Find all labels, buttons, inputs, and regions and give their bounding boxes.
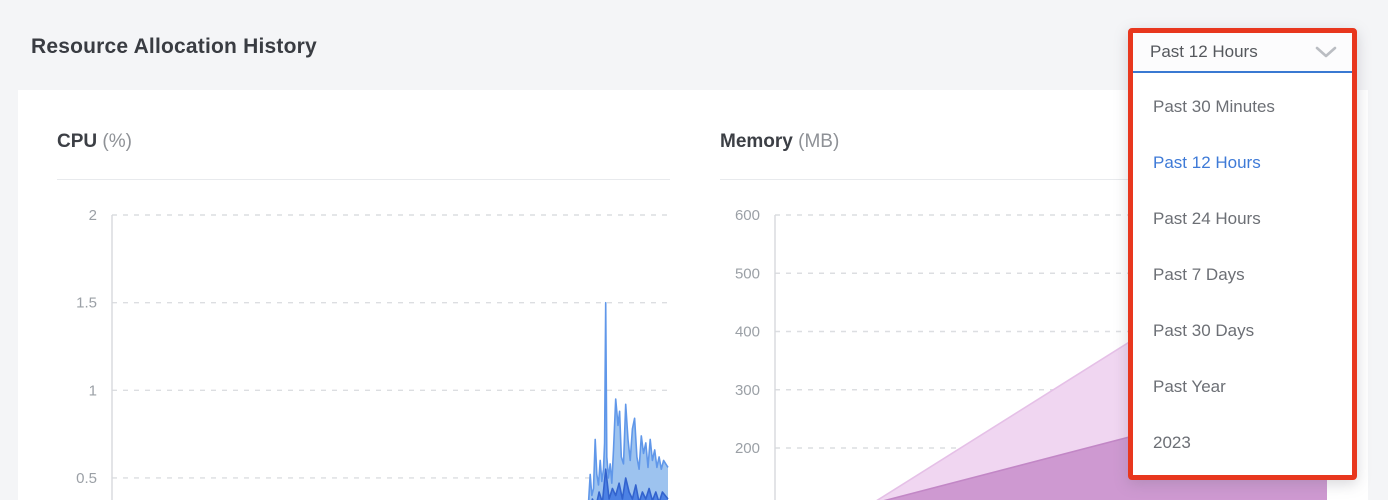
option-past-12-hours[interactable]: Past 12 Hours (1153, 153, 1261, 172)
cpu-usage-secondary-area (592, 469, 668, 500)
y-tick-label: 0.5 (76, 470, 97, 487)
cpu-title-divider (57, 179, 670, 180)
y-tick-label: 600 (735, 207, 760, 224)
time-range-selected-value: Past 12 Hours (1150, 42, 1258, 61)
option-past-30-days[interactable]: Past 30 Days (1153, 321, 1255, 340)
time-range-dropdown-trigger[interactable]: Past 12 Hours (1133, 33, 1352, 73)
y-tick-label: 1 (89, 382, 97, 399)
memory-title-divider (720, 179, 1332, 180)
memory-chart-unit: (MB) (798, 131, 840, 152)
memory-chart-title: Memory (MB) (720, 131, 839, 153)
option-past-24-hours[interactable]: Past 24 Hours (1153, 209, 1261, 228)
cpu-chart-name: CPU (57, 131, 98, 152)
chevron-down-icon[interactable] (1314, 45, 1338, 59)
y-tick-label: 200 (735, 440, 760, 457)
y-tick-label: 500 (735, 265, 760, 282)
option-past-30-minutes[interactable]: Past 30 Minutes (1153, 97, 1275, 116)
page-title: Resource Allocation History (31, 35, 317, 58)
y-tick-label: 300 (735, 382, 760, 399)
y-tick-label: 400 (735, 324, 760, 341)
cpu-area-chart: 2 1.5 1 0.5 (76, 207, 669, 500)
cpu-chart-title: CPU (%) (57, 131, 132, 153)
option-2023[interactable]: 2023 (1153, 433, 1191, 452)
memory-chart-name: Memory (720, 131, 793, 152)
cpu-usage-line (587, 301, 669, 500)
y-tick-label: 1.5 (76, 295, 97, 312)
y-tick-label: 2 (89, 207, 97, 224)
time-range-dropdown: Past 12 Hours Past 30 Minutes Past 12 Ho… (1128, 28, 1357, 480)
cpu-usage-secondary-line (591, 468, 669, 500)
cpu-usage-area (588, 302, 668, 500)
option-past-7-days[interactable]: Past 7 Days (1153, 265, 1245, 284)
cpu-chart-unit: (%) (102, 131, 132, 152)
option-past-year[interactable]: Past Year (1153, 377, 1226, 396)
time-range-options-menu: Past 30 Minutes Past 12 Hours Past 24 Ho… (1133, 73, 1352, 471)
